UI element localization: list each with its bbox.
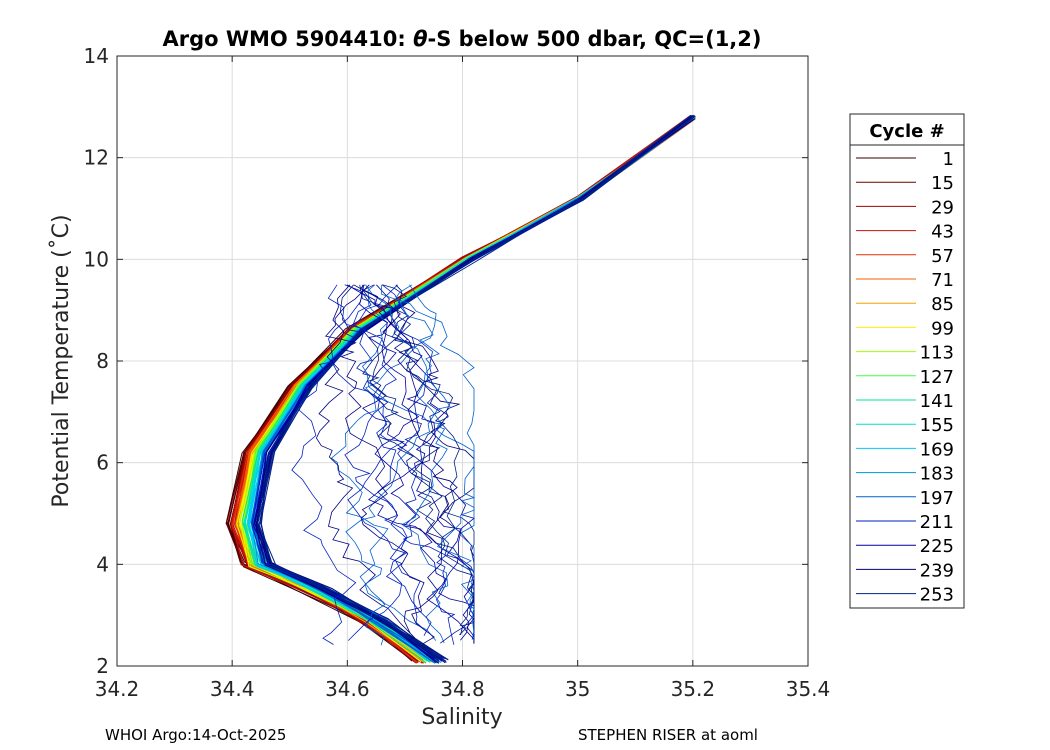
legend-entry-label: 85 (931, 294, 954, 315)
legend-entry-label: 127 (920, 367, 954, 388)
legend-entry-label: 29 (931, 197, 954, 218)
legend-entry-label: 15 (931, 173, 954, 194)
y-tick-label: 4 (96, 552, 109, 576)
profile-line (345, 284, 451, 646)
footer-left: WHOI Argo:14-Oct-2025 (105, 726, 287, 744)
profile-line (259, 115, 691, 663)
legend-entry-label: 197 (920, 488, 954, 509)
profile-line (260, 114, 692, 661)
profile-line (291, 284, 375, 645)
legend-entry-label: 253 (920, 585, 954, 606)
profile-line (339, 284, 475, 644)
x-tick-label: 35 (565, 677, 590, 701)
profile-line (324, 284, 435, 645)
chart-title: Argo WMO 5904410: θ-S below 500 dbar, QC… (162, 27, 761, 51)
legend-entry-label: 183 (920, 464, 954, 485)
profile-line (353, 284, 458, 634)
ticks (116, 55, 809, 667)
x-axis-label: Salinity (421, 705, 502, 730)
legend-entry-label: 225 (920, 536, 954, 557)
profile-line (258, 115, 695, 662)
legend-entry-label: 71 (931, 270, 954, 291)
legend-entry-label: 155 (920, 415, 954, 436)
footer-right: STEPHEN RISER at aoml (578, 726, 758, 744)
legend-entry-label: 113 (920, 343, 954, 364)
x-tick-label: 34.2 (95, 677, 140, 701)
x-tick-label: 35.4 (786, 677, 831, 701)
theta-symbol: θ (413, 27, 427, 51)
profile-line (376, 284, 475, 640)
y-tick-label: 14 (84, 44, 109, 68)
x-tick-label: 34.6 (325, 677, 370, 701)
profile-line (331, 284, 428, 633)
y-tick-label: 6 (96, 451, 109, 475)
legend-box (849, 113, 965, 609)
legend-title: Cycle # (869, 121, 944, 142)
profile-line (327, 284, 406, 641)
y-axis-label: Potential Temperature (˚C) (49, 214, 74, 507)
x-tick-labels: 34.2 34.4 34.6 34.8 35 35.2 35.4 (95, 677, 831, 701)
legend-entry-label: 57 (931, 246, 954, 267)
x-tick-label: 34.4 (210, 677, 255, 701)
profile-line (396, 284, 449, 644)
legend-entry-label: 211 (920, 512, 954, 533)
y-tick-label: 12 (84, 146, 109, 170)
y-tick-label: 8 (96, 349, 109, 373)
profile-line (344, 284, 432, 636)
legend-entry-label: 169 (920, 439, 954, 460)
legend: Cycle # 1 15 29 43 57 71 85 99 113 127 141 155 169 18… (849, 113, 965, 609)
series-group (225, 114, 696, 664)
profile-line (361, 284, 475, 640)
legend-entry-label: 1 (943, 149, 954, 170)
legend-entry-label: 141 (920, 391, 954, 412)
legend-entry-label: 43 (931, 222, 954, 243)
y-tick-label: 10 (84, 247, 109, 271)
x-tick-label: 34.8 (440, 677, 485, 701)
y-tick-label: 2 (96, 654, 109, 678)
profile-line (346, 284, 475, 641)
legend-entries: 1 15 29 43 57 71 85 99 113 127 141 155 169 183 197 211 2… (856, 149, 954, 606)
legend-entry-label: 239 (920, 560, 954, 581)
profile-line (359, 284, 475, 636)
profile-line (359, 284, 475, 636)
profile-line (380, 284, 476, 635)
x-tick-label: 35.2 (671, 677, 716, 701)
y-tick-labels: 2 4 6 8 10 12 14 (84, 44, 109, 678)
profile-line (361, 284, 475, 641)
legend-entry-label: 99 (931, 318, 954, 339)
profile-line (330, 284, 437, 641)
